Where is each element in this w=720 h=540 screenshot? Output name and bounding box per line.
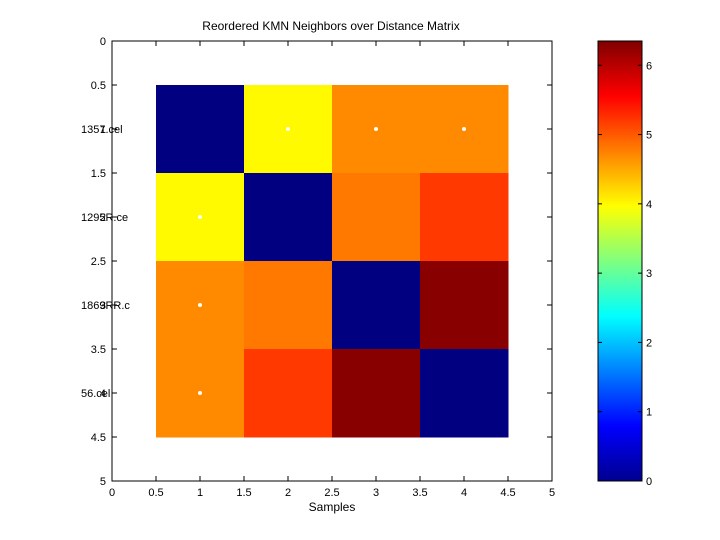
neighbor-marker (198, 391, 202, 395)
y-tick-label: 3 (100, 300, 106, 312)
y-tick-label: 0 (100, 36, 106, 48)
colorbar-tick-label: 3 (646, 268, 652, 280)
row-label: 1357.cel (81, 124, 123, 136)
x-axis-label: Samples (309, 500, 356, 514)
y-tick-label: 0.5 (91, 80, 106, 92)
y-tick-label: 2.5 (91, 256, 106, 268)
y-tick-label: 3.5 (91, 344, 106, 356)
x-tick-label: 3 (373, 487, 379, 499)
chart-title: Reordered KMN Neighbors over Distance Ma… (202, 19, 459, 33)
heatmap-cell (244, 349, 333, 438)
row-label: 1295R.ce (81, 212, 128, 224)
colorbar-tick-label: 1 (646, 407, 652, 419)
heatmap-cell (420, 173, 509, 262)
neighbor-marker (374, 127, 378, 131)
axis-ticks (111, 40, 553, 482)
row-labels: 1357.cel 1295R.ce 1869RR.c 56.cel (81, 124, 130, 400)
heatmap-cell (244, 173, 333, 262)
heatmap-cell (332, 261, 421, 350)
heatmap-cell (244, 261, 333, 350)
x-tick-label: 1.5 (236, 487, 251, 499)
heatmap-cell (420, 349, 509, 438)
row-label: 56.cel (81, 388, 110, 400)
x-tick-label: 4 (461, 487, 467, 499)
heatmap-cell (420, 261, 509, 350)
neighbor-markers (198, 127, 466, 395)
heatmap-cell (332, 349, 421, 438)
colorbar: 0 1 2 3 4 5 6 (597, 40, 652, 488)
x-tick-labels: 0 0.5 1 1.5 2 2.5 3 3.5 4 4.5 5 (109, 487, 555, 499)
colorbar-tick-label: 6 (646, 60, 652, 72)
neighbor-marker (286, 127, 290, 131)
x-tick-label: 0 (109, 487, 115, 499)
neighbor-marker (462, 127, 466, 131)
x-tick-label: 2.5 (324, 487, 339, 499)
colorbar-gradient (598, 41, 642, 481)
colorbar-tick-label: 4 (646, 199, 652, 211)
colorbar-tick-label: 5 (646, 130, 652, 142)
row-label: 1869RR.c (81, 300, 130, 312)
y-tick-labels: 0 0.5 1 1.5 2 2.5 3 3.5 4 4.5 5 (91, 36, 106, 488)
colorbar-ticks: 0 1 2 3 4 5 6 (598, 60, 652, 488)
heatmap-cell (332, 173, 421, 262)
x-tick-label: 0.5 (148, 487, 163, 499)
y-tick-label: 4.5 (91, 432, 106, 444)
heatmap-axes: 0 0.5 1 1.5 2 2.5 3 3.5 4 4.5 5 0 0.5 1 1.5 2 2.5 3 3.5 4 4… (81, 36, 555, 499)
neighbor-marker (198, 303, 202, 307)
y-tick-label: 1 (100, 124, 106, 136)
x-tick-label: 5 (549, 487, 555, 499)
y-tick-label: 4 (100, 388, 106, 400)
y-tick-label: 5 (100, 476, 106, 488)
heatmap-cells (156, 85, 509, 438)
x-tick-label: 2 (285, 487, 291, 499)
y-tick-label: 1.5 (91, 168, 106, 180)
x-tick-label: 1 (197, 487, 203, 499)
heatmap-cell (156, 85, 245, 174)
y-tick-label: 2 (100, 212, 106, 224)
colorbar-tick-label: 0 (646, 476, 652, 488)
colorbar-frame (597, 40, 643, 482)
x-tick-label: 4.5 (500, 487, 515, 499)
neighbor-marker (198, 215, 202, 219)
colorbar-tick-label: 2 (646, 337, 652, 349)
x-tick-label: 3.5 (412, 487, 427, 499)
